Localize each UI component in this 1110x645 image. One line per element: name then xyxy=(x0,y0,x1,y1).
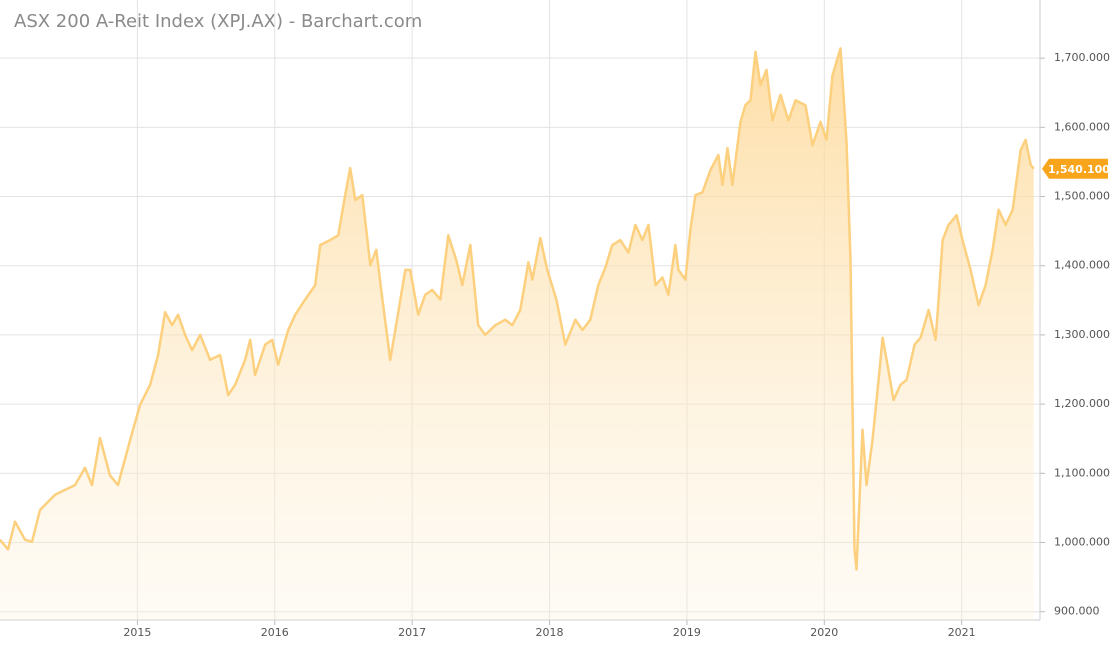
y-tick-label: 1,100.000 xyxy=(1054,466,1110,479)
current-price-marker xyxy=(1042,158,1108,179)
area-fill xyxy=(0,48,1034,620)
x-tick-label: 2020 xyxy=(810,626,838,639)
y-tick-label: 1,700.000 xyxy=(1054,51,1110,64)
y-tick-label: 1,500.000 xyxy=(1054,190,1110,203)
x-tick-label: 2018 xyxy=(536,626,564,639)
chart-title: ASX 200 A-Reit Index (XPJ.AX) - Barchart… xyxy=(14,11,422,32)
y-tick-label: 1,200.000 xyxy=(1054,397,1110,410)
x-tick-label: 2019 xyxy=(673,626,701,639)
y-tick-label: 1,400.000 xyxy=(1054,259,1110,272)
price-line xyxy=(0,47,1035,571)
x-tick-label: 2016 xyxy=(261,626,289,639)
x-tick-label: 2015 xyxy=(123,626,151,639)
current-price-label: 1,540.100 xyxy=(1048,163,1110,176)
x-tick-label: 2021 xyxy=(948,626,976,639)
y-tick-label: 900.000 xyxy=(1054,605,1100,618)
y-tick-label: 1,300.000 xyxy=(1054,328,1110,341)
y-tick-label: 1,000.000 xyxy=(1054,536,1110,549)
x-tick-label: 2017 xyxy=(398,626,426,639)
y-tick-label: 1,600.000 xyxy=(1054,120,1110,133)
